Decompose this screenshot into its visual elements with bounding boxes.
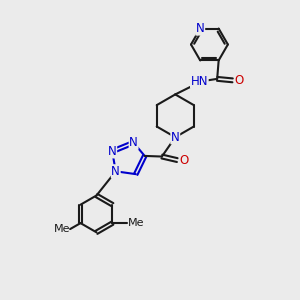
Text: N: N bbox=[196, 22, 205, 35]
Text: Me: Me bbox=[54, 224, 70, 234]
Text: O: O bbox=[235, 74, 244, 87]
Text: N: N bbox=[111, 165, 120, 178]
Text: N: N bbox=[129, 136, 138, 149]
Text: N: N bbox=[108, 145, 117, 158]
Text: N: N bbox=[171, 131, 180, 144]
Text: O: O bbox=[179, 154, 188, 166]
Text: HN: HN bbox=[190, 75, 208, 88]
Text: Me: Me bbox=[128, 218, 144, 228]
